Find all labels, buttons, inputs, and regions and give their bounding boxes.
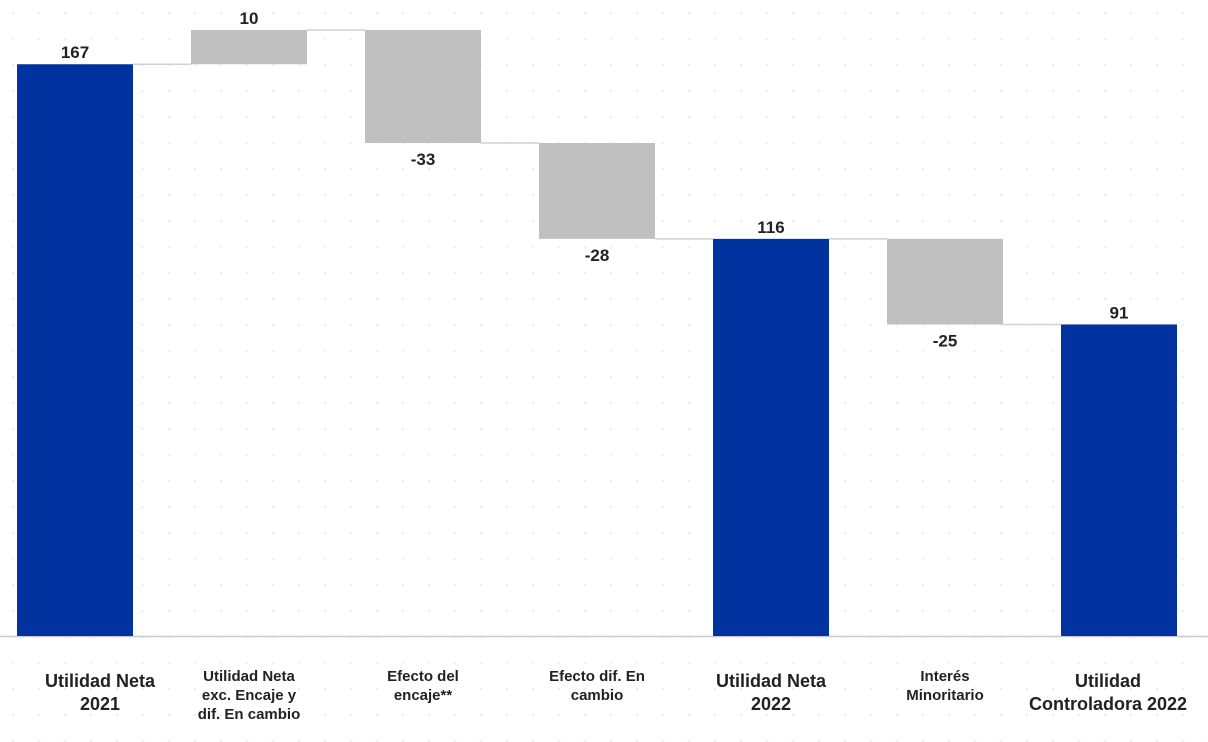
value-label: 167 <box>61 43 89 62</box>
category-label: Utilidad Controladora 2022 <box>1028 671 1188 714</box>
delta-bar <box>887 238 1003 325</box>
category-label: Efecto del encaje** <box>387 668 459 704</box>
total-bar <box>17 64 133 636</box>
category-label: Efecto dif. En cambio <box>549 668 645 704</box>
category-label: Utilidad Neta exc. Encaje y dif. En camb… <box>197 668 301 723</box>
category-label: Utilidad Neta 2021 <box>44 671 155 714</box>
category-label: Interés Minoritario <box>906 668 984 704</box>
delta-bar <box>539 142 655 239</box>
total-bar <box>1061 324 1177 636</box>
delta-bar <box>191 30 307 65</box>
value-label: -28 <box>585 246 610 265</box>
value-label: -25 <box>933 331 958 350</box>
category-label: Utilidad Neta 2022 <box>715 671 826 714</box>
value-label: 116 <box>757 218 784 237</box>
value-label: 10 <box>240 9 259 28</box>
value-label: 91 <box>1110 303 1129 322</box>
total-bar <box>713 238 829 636</box>
value-label: -33 <box>411 150 436 169</box>
delta-bar <box>365 30 481 143</box>
